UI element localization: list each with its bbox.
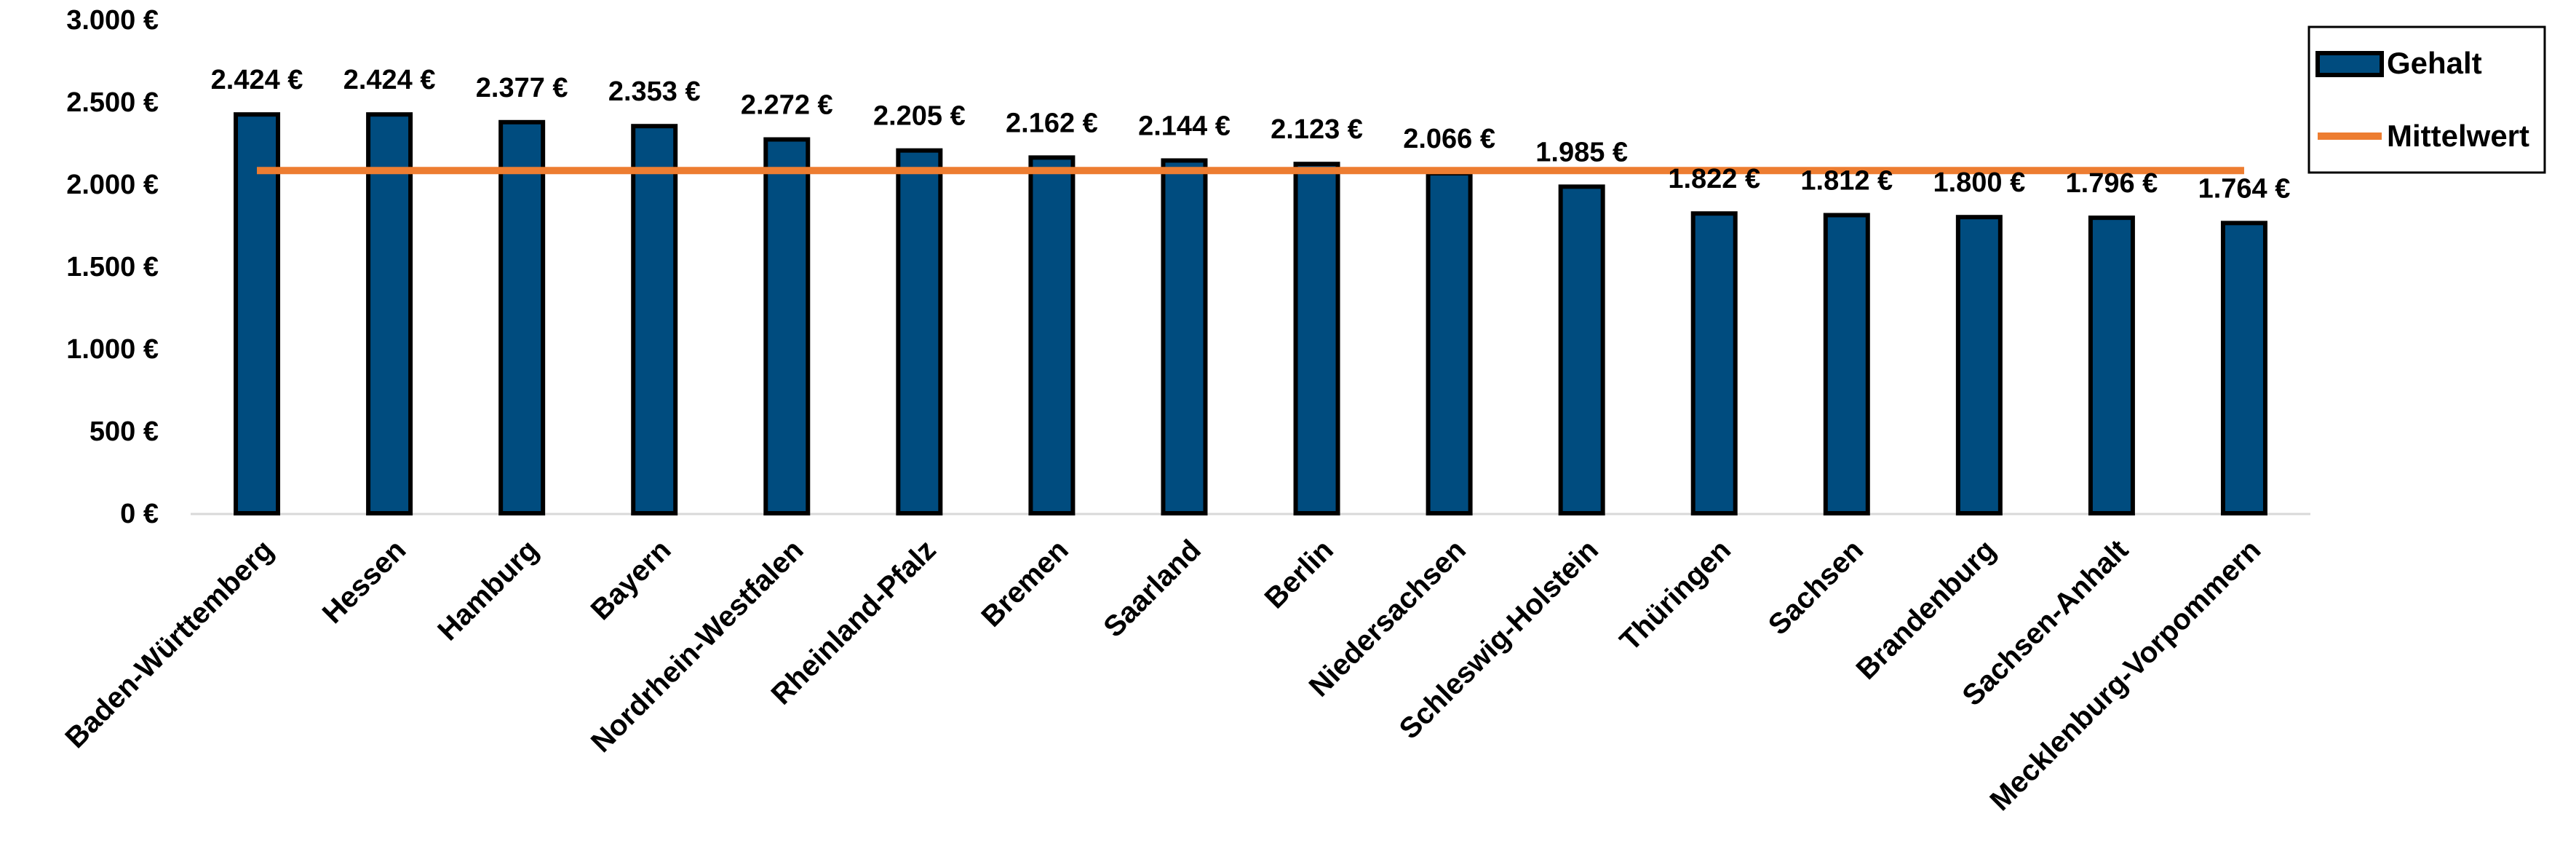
bar-gehalt (1426, 171, 1473, 515)
y-tick-label: 3.000 € (66, 5, 159, 36)
bar-gehalt (1690, 211, 1738, 515)
data-label: 1.796 € (2066, 168, 2158, 199)
data-label: 2.066 € (1403, 124, 1495, 154)
data-label: 2.123 € (1271, 114, 1363, 145)
bar-gehalt (763, 137, 811, 515)
x-tick-label: Bremen (975, 534, 1074, 633)
bars (234, 112, 2267, 516)
legend-label-gehalt: Gehalt (2387, 46, 2482, 80)
data-label: 1.764 € (2198, 173, 2291, 204)
bar-gehalt (1161, 158, 1208, 515)
y-tick-label: 1.000 € (66, 334, 159, 365)
y-axis-labels: 0 € 500 € 1.000 € 1.500 € 2.000 € 2.500 € 3.00… (66, 5, 159, 529)
x-tick-label: Brandenburg (1850, 534, 2003, 686)
data-label: 1.800 € (1933, 167, 2025, 198)
x-tick-label: Mecklenburg-Vorpommern (1984, 534, 2267, 817)
x-axis-labels: Baden-Württemberg Hessen Hamburg BayernNord… (59, 534, 2267, 817)
bar-gehalt (1823, 213, 1870, 515)
x-tick-label: Baden-Württemberg (59, 534, 279, 754)
bar-gehalt (1558, 184, 1605, 515)
x-tick-label: Nordrhein-Westfalen (585, 534, 810, 759)
x-tick-label: Hamburg (432, 534, 544, 646)
data-label: 2.162 € (1006, 108, 1098, 138)
data-label: 1.812 € (1800, 165, 1893, 196)
legend: Gehalt Mittelwert (2307, 25, 2546, 174)
bar-gehalt (1028, 155, 1076, 515)
y-tick-label: 0 € (120, 499, 159, 529)
bar-gehalt (896, 148, 943, 515)
data-label: 2.144 € (1138, 111, 1231, 141)
data-label: 2.424 € (211, 65, 303, 95)
data-label: 2.272 € (741, 90, 833, 121)
x-tick-label: Berlin (1259, 534, 1340, 614)
data-label: 2.205 € (873, 101, 966, 132)
data-label: 2.424 € (343, 65, 436, 95)
data-label: 1.985 € (1535, 137, 1628, 167)
x-tick-label: Thüringen (1614, 534, 1737, 657)
bar-gehalt (498, 119, 546, 516)
x-tick-label: Bayern (585, 534, 677, 626)
x-tick-label: Sachsen (1762, 534, 1869, 641)
y-tick-label: 1.500 € (66, 252, 159, 282)
y-tick-label: 2.500 € (66, 87, 159, 118)
bar-gehalt (1955, 215, 2003, 515)
bar-gehalt (2088, 216, 2135, 515)
y-tick-label: 500 € (90, 416, 159, 447)
bar-gehalt (234, 112, 281, 515)
data-label: 2.353 € (608, 76, 701, 107)
bar-gehalt (366, 112, 413, 515)
data-labels: 2.424 € 2.424 € 2.377 € 2.353 € 2.272 € 2.205… (211, 65, 2291, 204)
x-tick-label: Saarland (1097, 534, 1207, 644)
legend-label-mittelwert: Mittelwert (2387, 119, 2529, 153)
bar-gehalt (631, 124, 678, 516)
legend-swatch-gehalt (2315, 51, 2384, 77)
bar-gehalt (2220, 221, 2267, 515)
data-label: 2.377 € (476, 73, 568, 103)
data-label: 1.822 € (1668, 164, 1760, 194)
y-tick-label: 2.000 € (66, 170, 159, 200)
x-tick-label: Hessen (317, 534, 413, 630)
bar-gehalt (1293, 162, 1340, 515)
